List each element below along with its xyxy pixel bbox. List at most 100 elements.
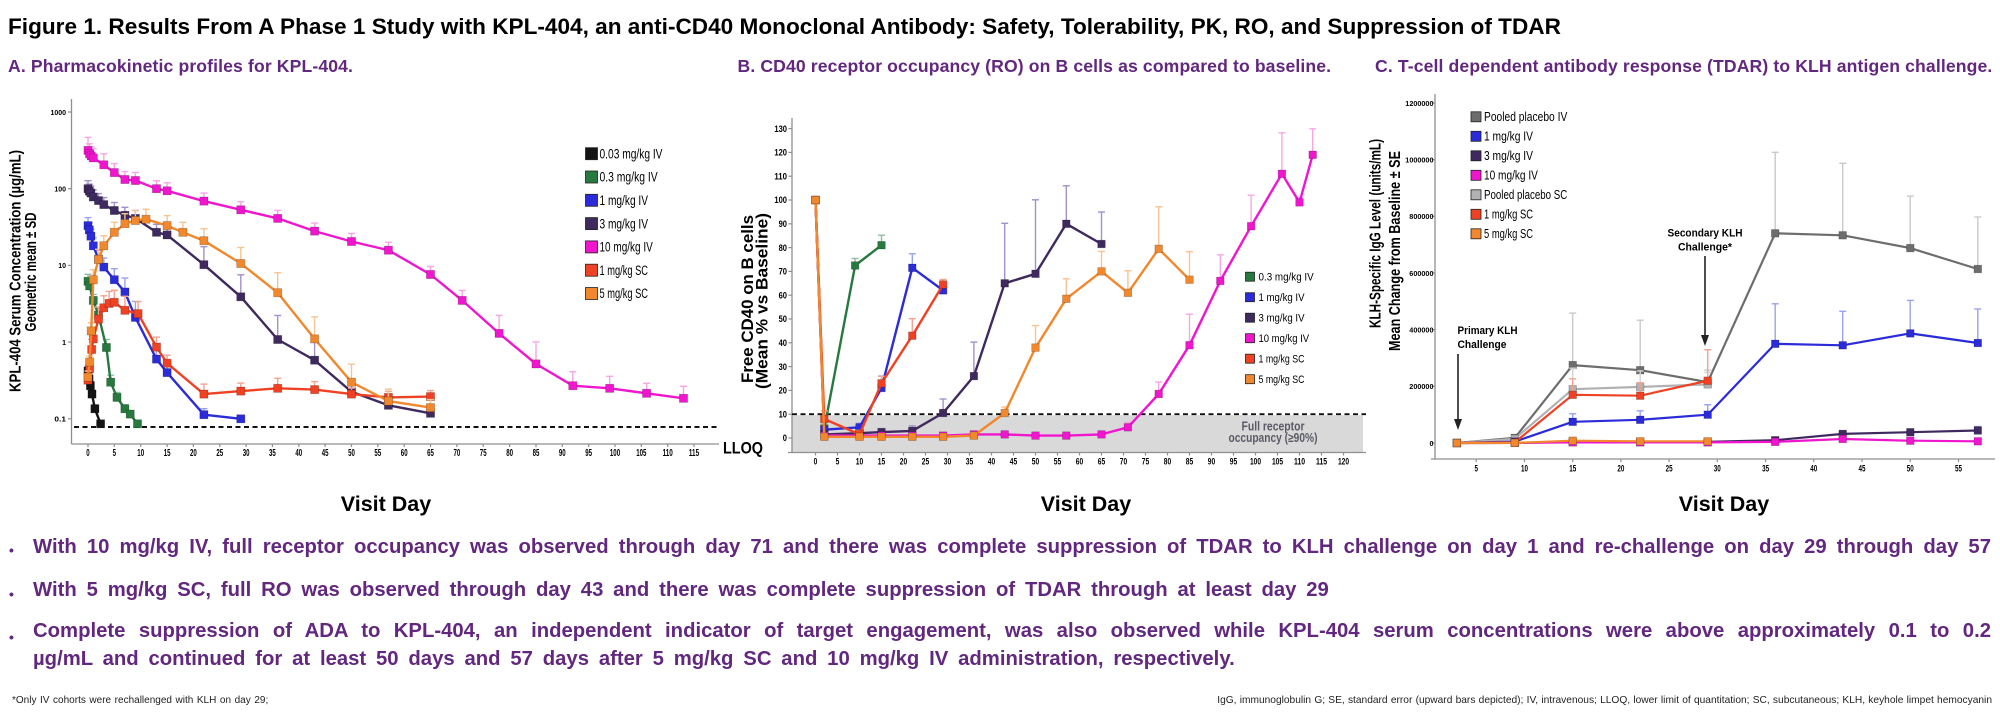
svg-text:20: 20 xyxy=(779,386,787,396)
svg-text:1 mg/kg IV: 1 mg/kg IV xyxy=(1484,130,1533,144)
svg-text:30: 30 xyxy=(1714,464,1721,475)
svg-text:45: 45 xyxy=(1859,464,1866,475)
svg-text:3 mg/kg IV: 3 mg/kg IV xyxy=(1484,149,1533,163)
svg-text:0.1: 0.1 xyxy=(54,415,66,424)
svg-text:40: 40 xyxy=(295,448,302,459)
svg-text:95: 95 xyxy=(585,448,592,459)
svg-text:1200000: 1200000 xyxy=(1405,99,1433,108)
svg-text:90: 90 xyxy=(1208,457,1215,468)
svg-text:5: 5 xyxy=(113,448,117,459)
svg-text:1 mg/kg IV: 1 mg/kg IV xyxy=(1259,292,1306,304)
svg-text:Challenge: Challenge xyxy=(1458,339,1507,351)
svg-text:10: 10 xyxy=(137,448,144,459)
svg-text:5: 5 xyxy=(836,457,840,468)
svg-text:800000: 800000 xyxy=(1409,212,1433,221)
svg-text:80: 80 xyxy=(779,243,787,253)
svg-text:110: 110 xyxy=(1294,457,1305,468)
svg-text:100: 100 xyxy=(610,448,620,459)
svg-text:Visit Day: Visit Day xyxy=(1679,492,1769,516)
svg-text:60: 60 xyxy=(1076,457,1083,468)
svg-text:75: 75 xyxy=(480,448,487,459)
svg-text:55: 55 xyxy=(1054,457,1062,468)
svg-text:5: 5 xyxy=(1474,464,1478,475)
svg-text:65: 65 xyxy=(427,448,434,459)
svg-text:5 mg/kg SC: 5 mg/kg SC xyxy=(1484,227,1533,241)
svg-text:40: 40 xyxy=(988,457,995,468)
svg-text:Pooled placebo SC: Pooled placebo SC xyxy=(1484,188,1567,202)
svg-text:Secondary KLH: Secondary KLH xyxy=(1668,228,1743,240)
svg-text:Free CD40 on B cells: Free CD40 on B cells xyxy=(738,215,757,383)
svg-text:40: 40 xyxy=(1810,464,1817,475)
svg-text:400000: 400000 xyxy=(1409,326,1433,335)
svg-text:15: 15 xyxy=(878,457,886,468)
svg-text:Visit Day: Visit Day xyxy=(1041,492,1131,516)
svg-text:1: 1 xyxy=(62,338,66,347)
svg-text:130: 130 xyxy=(774,124,787,134)
svg-text:85: 85 xyxy=(1186,457,1194,468)
svg-text:0: 0 xyxy=(1430,439,1434,448)
svg-text:120: 120 xyxy=(1338,457,1349,468)
svg-text:Full receptor: Full receptor xyxy=(1242,419,1305,433)
svg-text:10 mg/kg IV: 10 mg/kg IV xyxy=(1259,333,1310,345)
svg-text:25: 25 xyxy=(216,448,223,459)
svg-text:0.3 mg/kg IV: 0.3 mg/kg IV xyxy=(1259,272,1315,284)
svg-text:15: 15 xyxy=(1569,464,1576,475)
svg-text:80: 80 xyxy=(1164,457,1171,468)
svg-text:1000: 1000 xyxy=(51,108,67,117)
svg-text:30: 30 xyxy=(944,457,951,468)
svg-text:70: 70 xyxy=(779,267,787,277)
svg-text:10: 10 xyxy=(1521,464,1528,475)
svg-text:Pooled placebo IV: Pooled placebo IV xyxy=(1484,110,1568,124)
svg-text:15: 15 xyxy=(164,448,171,459)
svg-text:1 mg/kg SC: 1 mg/kg SC xyxy=(1484,208,1533,222)
svg-text:35: 35 xyxy=(269,448,276,459)
svg-text:60: 60 xyxy=(401,448,408,459)
svg-text:55: 55 xyxy=(1955,464,1962,475)
svg-text:45: 45 xyxy=(322,448,329,459)
svg-text:1 mg/kg SC: 1 mg/kg SC xyxy=(1259,354,1305,366)
svg-text:0: 0 xyxy=(783,433,787,443)
svg-text:5 mg/kg SC: 5 mg/kg SC xyxy=(1259,374,1305,386)
svg-text:75: 75 xyxy=(1142,457,1150,468)
svg-text:occupancy (≥90%): occupancy (≥90%) xyxy=(1229,431,1318,445)
svg-text:5 mg/kg SC: 5 mg/kg SC xyxy=(600,286,649,301)
svg-text:105: 105 xyxy=(636,448,646,459)
svg-text:95: 95 xyxy=(1230,457,1238,468)
svg-text:50: 50 xyxy=(348,448,355,459)
svg-text:40: 40 xyxy=(779,338,787,348)
svg-text:70: 70 xyxy=(454,448,461,459)
svg-text:110: 110 xyxy=(774,171,787,181)
svg-text:1 mg/kg SC: 1 mg/kg SC xyxy=(600,263,649,278)
svg-text:3 mg/kg IV: 3 mg/kg IV xyxy=(600,216,649,231)
svg-text:65: 65 xyxy=(1098,457,1106,468)
svg-text:100: 100 xyxy=(1250,457,1261,468)
svg-text:600000: 600000 xyxy=(1409,269,1433,278)
svg-text:LLOQ: LLOQ xyxy=(723,439,763,458)
svg-text:120: 120 xyxy=(774,148,787,158)
svg-text:35: 35 xyxy=(1762,464,1769,475)
svg-text:115: 115 xyxy=(1316,457,1328,468)
svg-text:10: 10 xyxy=(856,457,863,468)
svg-text:0: 0 xyxy=(814,457,818,468)
svg-text:10: 10 xyxy=(58,261,66,270)
svg-text:20: 20 xyxy=(1617,464,1624,475)
svg-text:(Mean % vs Baseline): (Mean % vs Baseline) xyxy=(753,213,772,389)
svg-text:35: 35 xyxy=(966,457,974,468)
svg-text:25: 25 xyxy=(922,457,930,468)
svg-text:10 mg/kg IV: 10 mg/kg IV xyxy=(1484,169,1538,183)
svg-text:50: 50 xyxy=(779,314,787,324)
svg-text:45: 45 xyxy=(1010,457,1018,468)
svg-text:0: 0 xyxy=(86,448,90,459)
svg-text:3 mg/kg IV: 3 mg/kg IV xyxy=(1259,313,1306,325)
svg-text:105: 105 xyxy=(1272,457,1284,468)
svg-text:25: 25 xyxy=(1666,464,1673,475)
svg-text:30: 30 xyxy=(243,448,250,459)
svg-text:Visit Day: Visit Day xyxy=(341,492,431,516)
svg-text:50: 50 xyxy=(1032,457,1039,468)
svg-text:55: 55 xyxy=(374,448,381,459)
svg-text:90: 90 xyxy=(779,219,787,229)
svg-text:100: 100 xyxy=(774,195,787,205)
svg-text:20: 20 xyxy=(190,448,197,459)
svg-text:100: 100 xyxy=(54,185,66,194)
svg-text:KLH-Specific IgG Level (units/: KLH-Specific IgG Level (units/mL) xyxy=(1368,139,1385,328)
